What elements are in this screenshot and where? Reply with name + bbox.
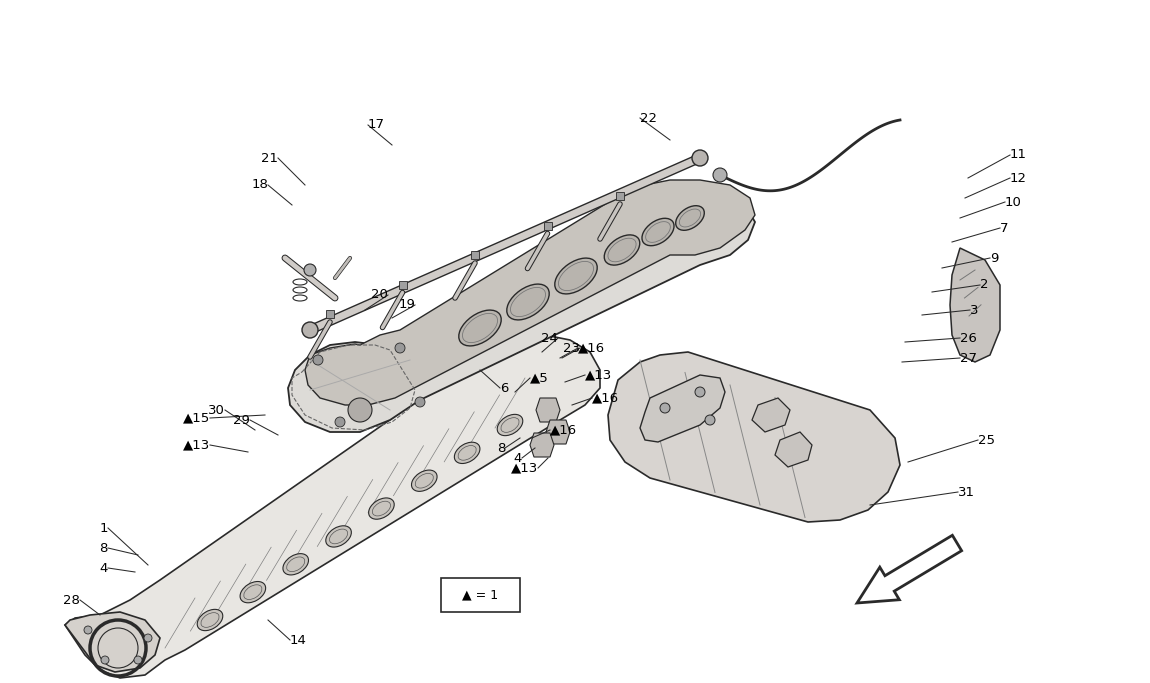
Circle shape — [304, 264, 316, 276]
Ellipse shape — [197, 609, 223, 630]
Circle shape — [705, 415, 715, 425]
Ellipse shape — [642, 219, 674, 246]
Circle shape — [695, 387, 705, 397]
Circle shape — [313, 355, 323, 365]
Text: 25: 25 — [978, 434, 995, 447]
Text: ▲15: ▲15 — [183, 411, 210, 425]
Ellipse shape — [283, 554, 308, 575]
Polygon shape — [530, 433, 554, 457]
Polygon shape — [546, 420, 570, 444]
Circle shape — [101, 656, 109, 664]
Polygon shape — [66, 612, 160, 672]
Circle shape — [335, 417, 345, 427]
Polygon shape — [950, 248, 1000, 362]
Text: 19: 19 — [398, 298, 415, 311]
Text: 30: 30 — [208, 404, 225, 417]
Circle shape — [415, 397, 426, 407]
Circle shape — [84, 626, 92, 634]
Circle shape — [394, 343, 405, 353]
Ellipse shape — [240, 581, 266, 603]
Polygon shape — [472, 251, 480, 259]
Text: ▲16: ▲16 — [592, 391, 619, 404]
Ellipse shape — [497, 415, 523, 436]
Text: 20: 20 — [371, 288, 388, 301]
Text: 4: 4 — [514, 451, 522, 464]
Text: 27: 27 — [960, 352, 978, 365]
Polygon shape — [66, 335, 600, 678]
Ellipse shape — [459, 310, 501, 346]
Polygon shape — [641, 375, 724, 442]
Ellipse shape — [604, 235, 639, 265]
Polygon shape — [288, 185, 756, 432]
Ellipse shape — [325, 526, 352, 547]
Text: 31: 31 — [958, 486, 975, 499]
Text: 7: 7 — [1000, 221, 1009, 234]
Circle shape — [348, 398, 371, 422]
Text: 4: 4 — [100, 561, 108, 574]
Text: 11: 11 — [1010, 148, 1027, 161]
Polygon shape — [544, 221, 552, 229]
Text: 21: 21 — [261, 152, 278, 165]
FancyBboxPatch shape — [440, 578, 520, 612]
Text: 8: 8 — [100, 542, 108, 555]
Text: ▲5: ▲5 — [530, 372, 549, 385]
Text: ▲13: ▲13 — [183, 438, 210, 451]
Text: ▲13: ▲13 — [511, 462, 538, 475]
Polygon shape — [616, 192, 624, 200]
Text: 10: 10 — [1005, 195, 1022, 208]
Polygon shape — [399, 281, 406, 288]
Text: 29: 29 — [233, 413, 250, 426]
Text: 14: 14 — [290, 634, 307, 647]
Ellipse shape — [412, 470, 437, 491]
FancyArrow shape — [857, 535, 961, 603]
Text: 6: 6 — [500, 382, 508, 395]
Circle shape — [692, 150, 708, 166]
Ellipse shape — [554, 258, 597, 294]
Text: 18: 18 — [251, 178, 268, 191]
Ellipse shape — [507, 284, 550, 320]
Circle shape — [302, 322, 319, 338]
Text: ▲ = 1: ▲ = 1 — [462, 589, 498, 602]
Text: 23: 23 — [564, 342, 580, 354]
Circle shape — [144, 634, 152, 642]
Polygon shape — [608, 352, 900, 522]
Text: 2: 2 — [980, 279, 989, 292]
Text: ▲13: ▲13 — [585, 369, 612, 382]
Text: ▲16: ▲16 — [578, 342, 605, 354]
Circle shape — [135, 656, 141, 664]
Text: 12: 12 — [1010, 171, 1027, 184]
Circle shape — [713, 168, 727, 182]
Polygon shape — [305, 180, 756, 405]
Text: 1: 1 — [100, 522, 108, 535]
Text: 3: 3 — [969, 303, 979, 316]
Text: 9: 9 — [990, 251, 998, 264]
Text: ▲16: ▲16 — [550, 423, 577, 436]
Polygon shape — [536, 398, 560, 422]
Ellipse shape — [454, 442, 480, 464]
Ellipse shape — [369, 498, 394, 519]
Polygon shape — [752, 398, 790, 432]
Text: 24: 24 — [542, 331, 558, 344]
Circle shape — [660, 403, 670, 413]
Text: 17: 17 — [368, 118, 385, 132]
Text: 22: 22 — [641, 111, 657, 124]
Text: 26: 26 — [960, 331, 976, 344]
Text: 28: 28 — [63, 594, 80, 607]
Text: 8: 8 — [497, 441, 505, 454]
Polygon shape — [325, 310, 334, 318]
Polygon shape — [775, 432, 812, 467]
Ellipse shape — [676, 206, 704, 230]
